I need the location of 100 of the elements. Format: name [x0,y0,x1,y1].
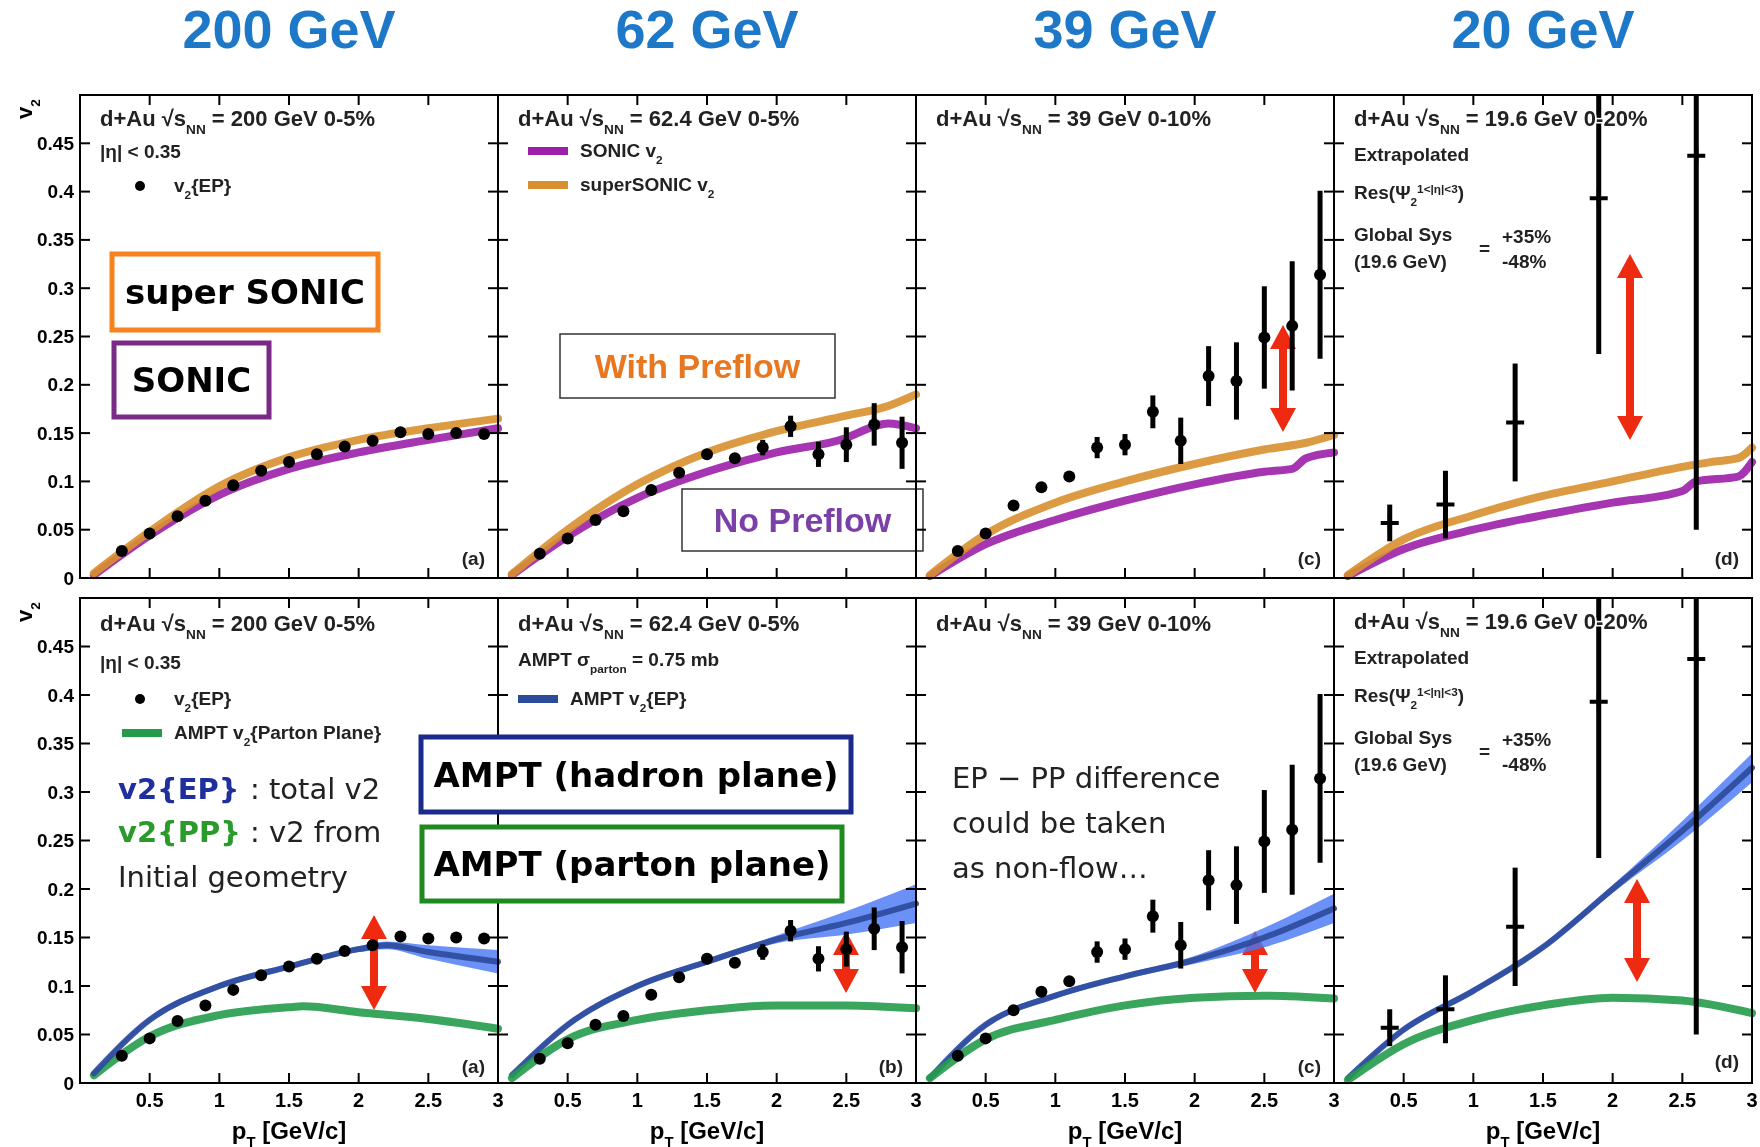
annotation: Extrapolated [1354,647,1470,668]
annotation: (19.6 GeV) [1354,754,1447,775]
x-tick-label: 1.5 [1529,1089,1557,1111]
y-tick-label: 0.1 [47,975,75,997]
x-tick-label: 1.5 [1111,1089,1139,1111]
x-tick-label: 0.5 [553,1089,582,1111]
x-tick-label: 1.5 [693,1089,721,1111]
annotation: |η| < 0.35 [100,141,182,162]
legend-label: SONIC v$_{2}$ [580,140,664,166]
x-axis-title: p$_{T}$ [GeV/c] [649,1117,765,1147]
chart-title: 62 GeV [615,0,799,59]
annotation: (b) [878,1056,903,1077]
annotation: d+Au √s$_{NN}$ = 39 GeV 0-10% [936,611,1212,642]
annotation: (d) [1714,1051,1739,1072]
annotation: d+Au √s$_{NN}$ = 200 GeV 0-5% [100,106,376,137]
x-tick-label: 1.5 [275,1089,303,1111]
y-tick-label: 0.05 [37,1024,75,1045]
y-tick-label: 0.2 [47,374,74,396]
annotation: d+Au √s$_{NN}$ = 62.4 GeV 0-5% [518,106,800,137]
annotation: Global Sys [1354,727,1453,748]
x-tick-label: 2 [1189,1089,1201,1111]
y-tick-label: 0.25 [37,326,75,347]
annotation: Extrapolated [1354,144,1470,165]
annotation: -48% [1502,754,1547,775]
y-tick-label: 0.45 [37,132,75,154]
y-tick-label: 0.4 [47,181,75,203]
legend-label: superSONIC v$_{2}$ [580,174,715,200]
y-tick-label: 0.3 [47,277,74,299]
annotation: v2{EP} [118,772,240,806]
annotation: AMPT (hadron plane) [433,754,839,795]
y-tick-label: 0 [63,1072,74,1094]
x-axis-title: p$_{T}$ [GeV/c] [1067,1117,1183,1147]
annotation: AMPT (parton plane) [433,844,831,884]
x-axis-title: p$_{T}$ [GeV/c] [1485,1117,1601,1147]
legend-label: AMPT v$_{2}${EP} [570,688,687,714]
annotation: : v2 from [250,815,382,849]
x-tick-label: 2 [771,1089,783,1111]
x-tick-label: 3 [1746,1089,1758,1111]
annotation: d+Au √s$_{NN}$ = 62.4 GeV 0-5% [518,611,800,642]
annotation: Res(Ψ$_{2}$$^{1<|η|<3}$) [1354,684,1465,711]
annotation: : total v2 [250,772,381,806]
y-tick-label: 0.4 [47,684,75,706]
chart-title: 200 GeV [182,0,396,59]
y-tick-label: 0 [63,567,74,589]
x-tick-label: 1 [213,1089,225,1111]
x-tick-label: 3 [910,1089,922,1111]
annotation: as non-flow… [952,851,1148,885]
x-tick-label: 2.5 [832,1089,861,1111]
y-tick-label: 0.15 [37,927,75,948]
y-tick-label: 0.2 [47,878,74,900]
x-tick-label: 2.5 [1250,1089,1279,1111]
y-tick-label: 0.35 [37,229,75,251]
annotation: |η| < 0.35 [100,652,182,673]
annotation: Global Sys [1354,224,1453,245]
y-tick-label: 0.3 [47,781,74,803]
annotation: d+Au √s$_{NN}$ = 200 GeV 0-5% [100,611,376,642]
annotation: d+Au √s$_{NN}$ = 39 GeV 0-10% [936,106,1212,137]
y-tick-label: 0.05 [37,519,75,541]
y-tick-label: 0.25 [37,830,75,851]
x-tick-label: 3 [1328,1089,1340,1111]
annotation: Res(Ψ$_{2}$$^{1<|η|<3}$) [1354,181,1465,208]
chart-title: 39 GeV [1033,0,1217,59]
annotation: could be taken [952,806,1167,840]
annotation: EP − PP difference [952,761,1221,795]
chart-title: 20 GeV [1451,0,1635,59]
annotation: (c) [1297,1056,1321,1077]
x-tick-label: 0.5 [1389,1089,1418,1111]
x-tick-label: 2.5 [414,1089,443,1111]
x-tick-label: 3 [492,1089,504,1111]
x-tick-label: 1 [1467,1089,1479,1111]
annotation: super SONIC [125,272,365,312]
annotation: (c) [1297,548,1321,569]
y-tick-label: 0.15 [37,422,75,444]
annotation: With Preflow [594,347,801,385]
annotation: Initial geometry [118,860,349,894]
annotation: SONIC [131,360,252,400]
annotation: (d) [1714,548,1739,569]
annotation: = [1479,741,1491,762]
annotation: +35% [1502,226,1552,247]
legend-label: v$_{2}${EP} [174,175,232,201]
annotation: = [1479,238,1491,259]
x-tick-label: 0.5 [971,1089,1000,1111]
x-tick-label: 1 [1049,1089,1061,1111]
annotation: -48% [1502,251,1547,272]
legend-label: AMPT v$_{2}${Parton Plane} [174,722,382,748]
x-tick-label: 0.5 [135,1089,164,1111]
annotation: No Preflow [713,501,892,539]
annotation: (19.6 GeV) [1354,251,1447,272]
x-tick-label: 2 [1607,1089,1619,1111]
y-tick-label: 0.1 [47,470,75,492]
annotation: +35% [1502,729,1552,750]
legend-label: v$_{2}${EP} [174,688,232,714]
y-tick-label: 0.45 [37,636,75,657]
x-axis-title: p$_{T}$ [GeV/c] [231,1117,347,1147]
annotation: (a) [461,1056,485,1077]
annotation: (a) [461,548,485,569]
annotation: v2{PP} [118,815,241,849]
x-tick-label: 2.5 [1668,1089,1697,1111]
x-tick-label: 1 [631,1089,643,1111]
x-tick-label: 2 [353,1089,365,1111]
